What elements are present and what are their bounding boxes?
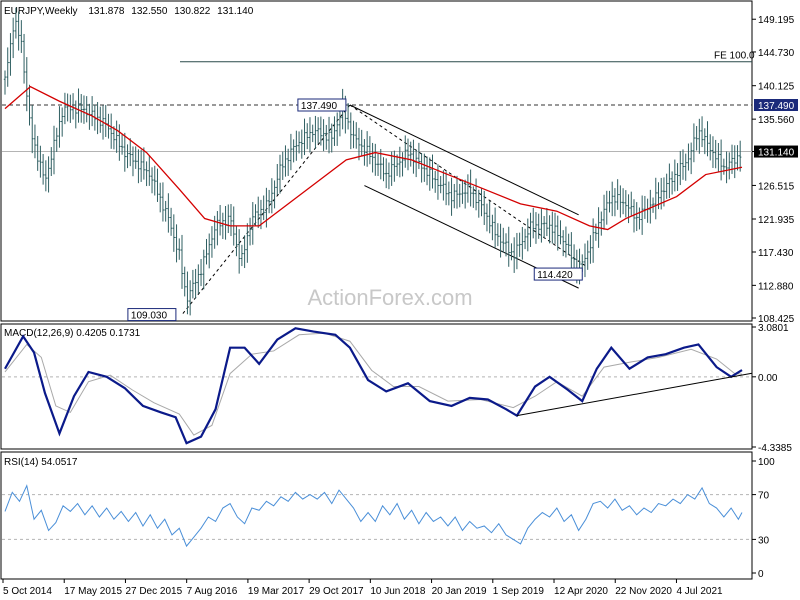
rsi-title: RSI(14) 54.0517 [4, 457, 78, 468]
swing-high-label-box [297, 98, 347, 112]
swing-low-label-1-box [127, 308, 177, 322]
price-y-tick-label: 117.430 [758, 248, 794, 259]
macd-panel: MACD(12,26,9) 0.4205 0.1731 3.0801 0.00 -4… [0, 323, 792, 454]
low-value: 130.822 [174, 6, 211, 17]
x-tick-label: 19 Mar 2017 [248, 586, 305, 597]
x-tick-label: 5 Oct 2014 [3, 586, 52, 597]
x-tick-label: 7 Aug 2016 [187, 586, 238, 597]
close-value: 131.140 [217, 6, 254, 17]
x-tick-label: 27 Dec 2015 [125, 586, 182, 597]
rsi-panel-frame [0, 451, 753, 580]
rsi-y-tick-label: 30 [758, 535, 770, 546]
price-bars [3, 7, 742, 316]
price-y-tick-label: 126.515 [758, 181, 795, 192]
price-annotations: 137.490 109.030 114.420 [127, 98, 583, 322]
price-panel-frame [0, 0, 753, 322]
price-y-tick-label: 140.125 [758, 82, 795, 93]
swing-low-label-2-box [533, 267, 583, 281]
x-tick-label: 12 Apr 2020 [554, 586, 608, 597]
time-x-axis: 5 Oct 2014 17 May 2015 27 Dec 2015 7 Aug 20… [2, 579, 723, 597]
rsi-y-tick-label: 100 [758, 457, 775, 468]
rsi-line [4, 484, 743, 548]
price-y-tick-label: 144.730 [758, 48, 795, 59]
last-price-box [754, 145, 798, 158]
rsi-panel: RSI(14) 54.0517 100 70 30 0 [0, 451, 775, 580]
rsi-y-tick-label: 0 [758, 569, 764, 580]
swing-high-label: 137.490 [301, 101, 338, 112]
macd-y-tick-label: 0.00 [758, 373, 778, 384]
channel-upper-line [349, 104, 579, 216]
price-y-tick-label: 108.425 [758, 314, 795, 325]
price-y-tick-label: 135.560 [758, 115, 795, 126]
x-tick-label: 4 Jul 2021 [676, 586, 723, 597]
macd-line [4, 327, 743, 445]
open-value: 131.878 [88, 6, 125, 17]
swing-low-label-2: 114.420 [537, 270, 573, 281]
swing-low-label-1: 109.030 [131, 311, 168, 322]
price-y-tick-label: 112.880 [758, 281, 794, 292]
x-tick-label: 10 Jun 2018 [370, 586, 425, 597]
price-y-tick-label: 131.140 [758, 148, 795, 159]
macd-y-tick-label: -4.3385 [758, 443, 792, 454]
macd-y-tick-label: 3.0801 [758, 323, 789, 334]
price-y-tick-label: 121.935 [758, 215, 795, 226]
fe-level-label: FE 100.0 [714, 51, 755, 62]
x-tick-label: 22 Nov 2020 [615, 586, 672, 597]
rsi-y-tick-label: 70 [758, 491, 770, 502]
price-header: EURJPY,Weekly 131.878 132.550 130.822 13… [4, 6, 254, 17]
symbol-label: EURJPY,Weekly [4, 6, 78, 17]
price-y-tick-label: 149.195 [758, 15, 795, 26]
moving-average-line [4, 85, 743, 231]
resistance-box [754, 99, 798, 112]
x-tick-label: 17 May 2015 [64, 586, 122, 597]
macd-title: MACD(12,26,9) 0.4205 0.1731 [4, 328, 141, 339]
x-tick-label: 29 Oct 2017 [309, 586, 364, 597]
price-panel: EURJPY,Weekly 131.878 132.550 130.822 13… [0, 0, 798, 325]
macd-lines [4, 327, 753, 445]
x-tick-label: 1 Sep 2019 [493, 586, 545, 597]
high-value: 132.550 [131, 6, 168, 17]
price-moving-average [4, 85, 743, 231]
rsi-lines [4, 484, 743, 548]
resistance-axis-label: 137.490 [758, 101, 795, 112]
x-tick-label: 20 Jan 2019 [432, 586, 487, 597]
watermark-text: ActionForex.com [307, 285, 472, 310]
macd-trendline [516, 372, 753, 417]
macd-y-axis: 3.0801 0.00 -4.3385 [2, 323, 792, 454]
rsi-y-axis: 100 70 30 0 [2, 457, 775, 580]
price-y-axis: 149.195 144.730 140.125 135.560 131.140 126.5… [752, 15, 798, 325]
